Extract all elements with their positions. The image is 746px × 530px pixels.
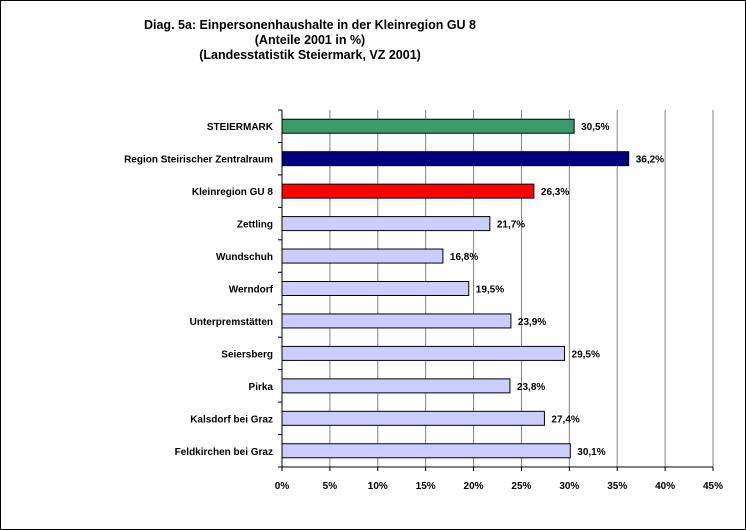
x-tick-label: 30% [559, 481, 579, 492]
chart-source: (Landesstatistik Steiermark, VZ 2001) [199, 48, 421, 62]
value-label: 26,3% [541, 187, 569, 198]
value-label: 16,8% [450, 252, 478, 263]
bar [281, 248, 444, 264]
bar [281, 281, 470, 296]
chart-subtitle: (Anteile 2001 in %) [254, 33, 366, 47]
category-label: Kalsdorf bei Graz [190, 414, 273, 425]
bar [281, 378, 511, 394]
category-label: Region Steirischer Zentralraum [124, 155, 273, 166]
bar [281, 345, 566, 361]
bar [281, 183, 535, 199]
bar [281, 443, 571, 459]
category-label: Kleinregion GU 8 [192, 187, 274, 198]
x-tick-label: 25% [511, 481, 531, 492]
category-label: Pirka [249, 382, 274, 393]
value-label: 36,2% [636, 155, 664, 166]
category-label: Feldkirchen bei Graz [175, 447, 273, 458]
value-label: 29,5% [572, 349, 600, 360]
x-tick-label: 0% [275, 481, 290, 492]
chart-title-block: Diag. 5a: Einpersonenhaushalte in der Kl… [0, 18, 620, 63]
category-label: Werndorf [229, 285, 274, 296]
bar [281, 313, 512, 329]
bar [281, 151, 630, 167]
x-tick-label: 40% [655, 481, 675, 492]
x-tick-label: 45% [703, 481, 723, 492]
category-label: Seiersberg [221, 349, 273, 360]
bar [281, 410, 545, 426]
value-label: 23,8% [517, 382, 545, 393]
x-tick-label: 20% [464, 481, 484, 492]
bar [281, 118, 575, 134]
value-label: 27,4% [551, 414, 579, 425]
category-label: Unterpremstätten [190, 317, 273, 328]
x-tick-label: 15% [416, 481, 436, 492]
x-tick-label: 10% [368, 481, 388, 492]
category-label: Zettling [237, 220, 273, 231]
bar [281, 216, 491, 232]
value-label: 30,1% [577, 447, 605, 458]
value-label: 30,5% [581, 122, 609, 133]
x-tick-label: 35% [607, 481, 627, 492]
value-label: 21,7% [497, 220, 525, 231]
x-tick-label: 5% [323, 481, 338, 492]
value-label: 19,5% [476, 285, 504, 296]
category-label: STEIERMARK [207, 122, 274, 133]
value-label: 23,9% [518, 317, 546, 328]
category-label: Wundschuh [216, 252, 273, 263]
chart-title: Diag. 5a: Einpersonenhaushalte in der Kl… [143, 18, 476, 32]
